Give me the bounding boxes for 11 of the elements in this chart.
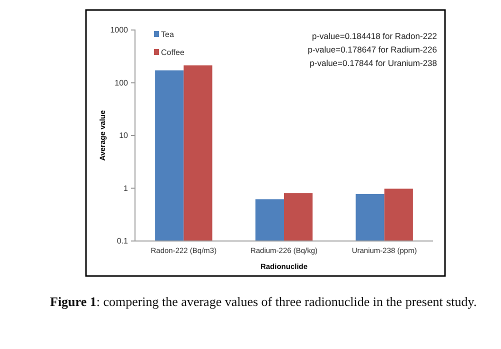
annotation: p-value=0.178647 for Radium-226 — [308, 44, 438, 54]
y-tick-label: 1000 — [110, 26, 129, 35]
legend-label: Tea — [161, 30, 174, 39]
y-tick-label: 100 — [114, 78, 129, 88]
y-tick-label: 0.1 — [116, 236, 129, 246]
y-tick-label: 1 — [124, 184, 129, 193]
caption: Figure 1: compering the average values of three radionuclide in the present study. — [50, 294, 477, 309]
annotation: p-value=0.17844 for Uranium-238 — [310, 58, 438, 68]
legend-label: Coffee — [161, 48, 185, 57]
annotation: p-value=0.184418 for Radon-222 — [312, 31, 438, 41]
y-tick-label: 10 — [119, 131, 129, 140]
